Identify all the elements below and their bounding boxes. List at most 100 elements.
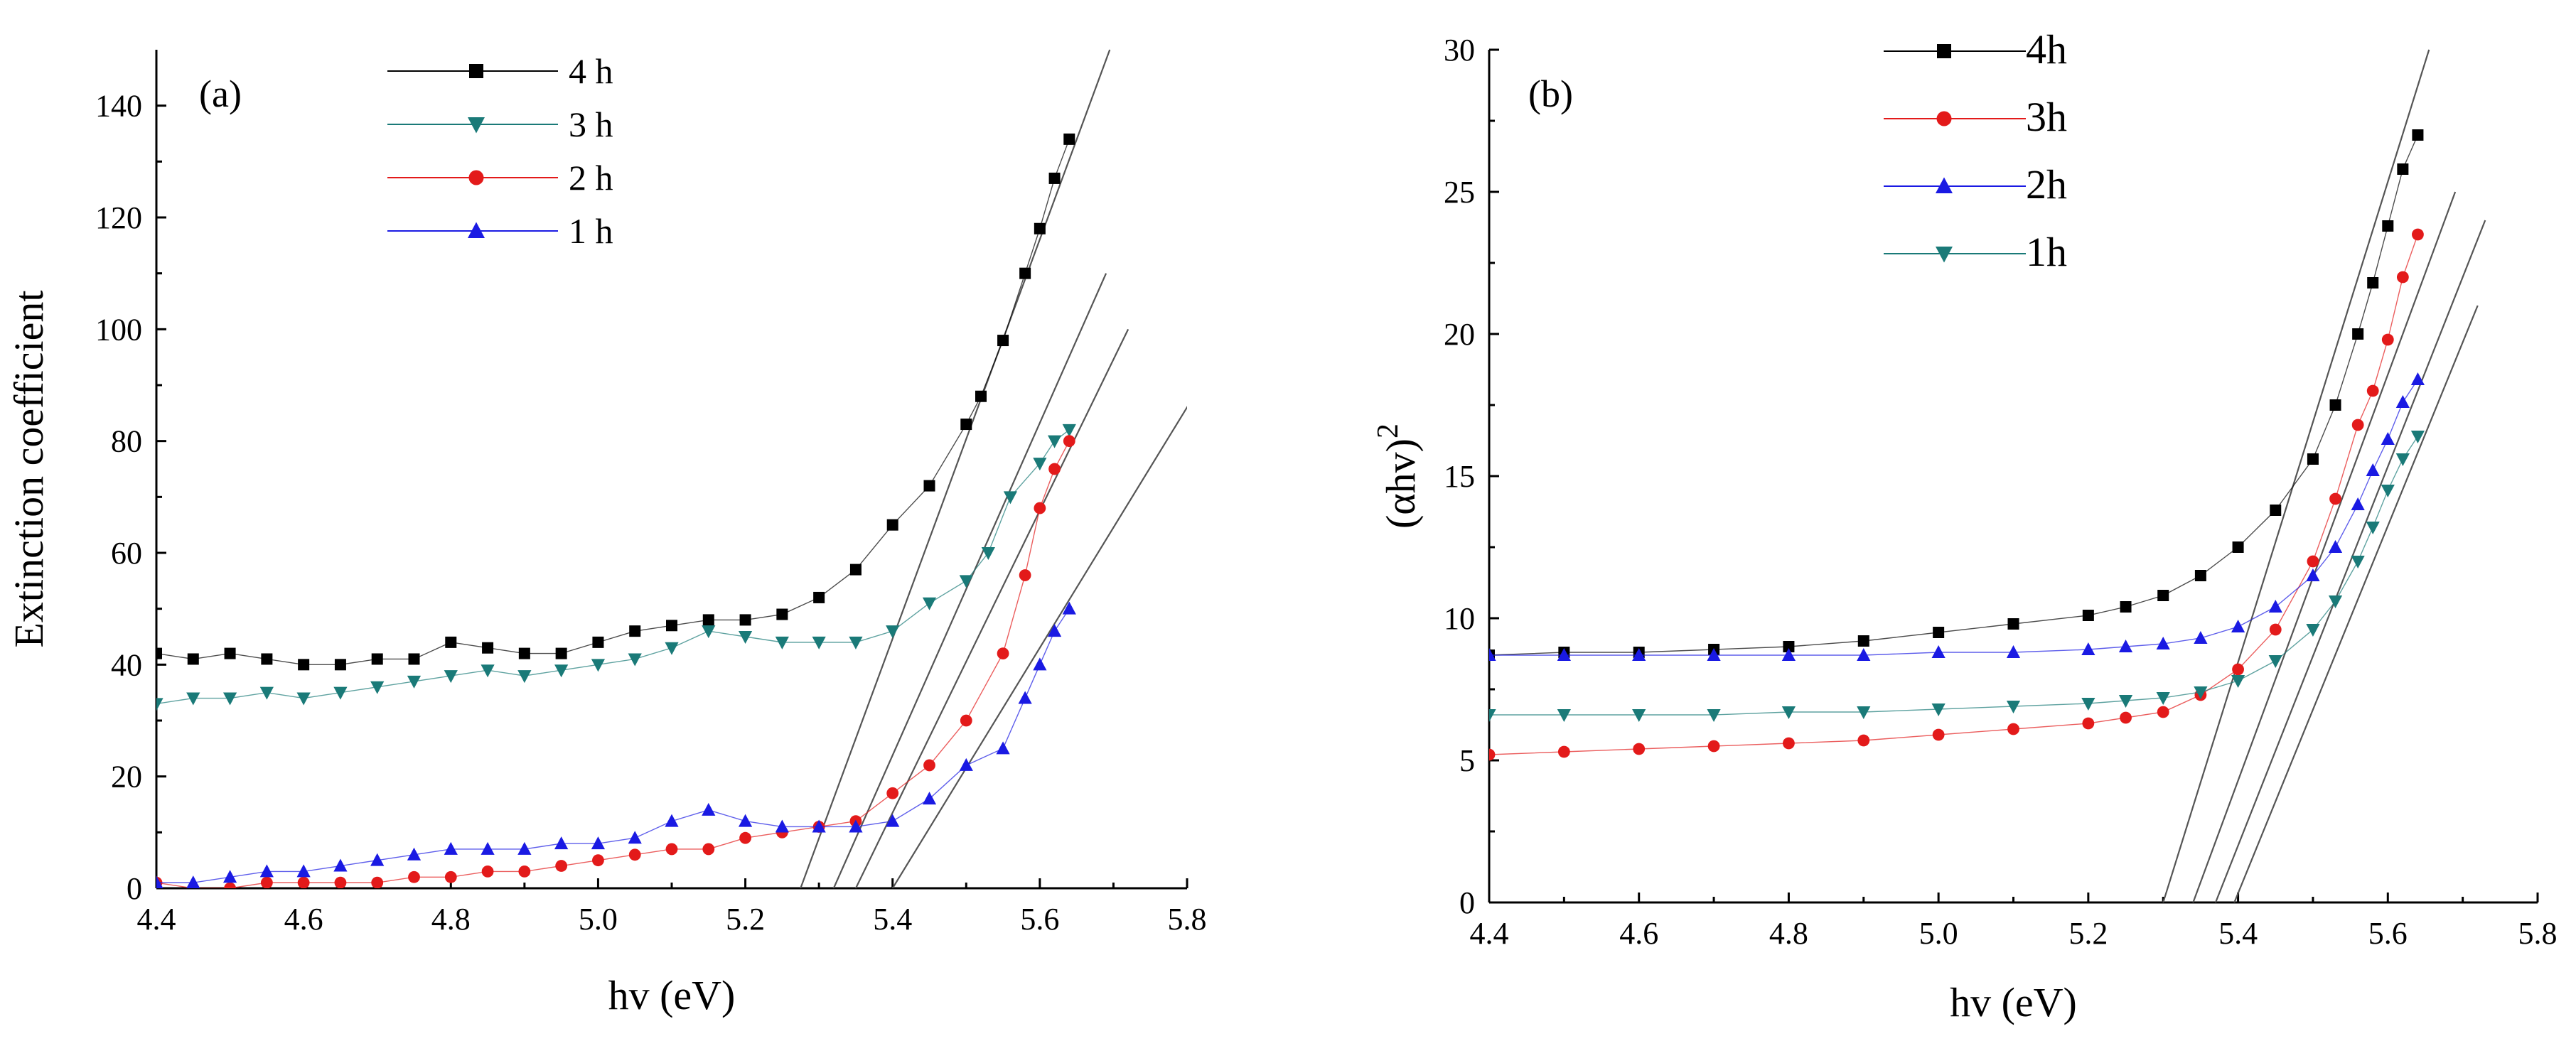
data-point <box>886 814 900 827</box>
data-point <box>666 620 677 632</box>
y-tick-label: 30 <box>1444 33 1475 68</box>
data-point <box>1062 601 1076 615</box>
data-point <box>959 575 973 588</box>
data-point <box>1034 502 1046 514</box>
data-point <box>156 875 163 888</box>
data-point <box>2231 620 2245 632</box>
data-point <box>2382 220 2394 232</box>
data-point <box>960 714 972 727</box>
data-point <box>1063 435 1075 448</box>
data-point <box>298 659 310 671</box>
data-point <box>2269 623 2282 636</box>
x-tick-label: 5.2 <box>2068 916 2108 951</box>
data-point <box>554 664 569 678</box>
y-tick-label: 5 <box>1459 743 1475 778</box>
data-point <box>2268 655 2282 668</box>
data-point <box>222 692 237 706</box>
data-point <box>408 870 420 883</box>
data-point <box>1003 491 1018 505</box>
legend-label: 1h <box>2026 229 2067 275</box>
y-tick-label: 0 <box>1459 885 1475 920</box>
data-point <box>665 642 679 655</box>
data-point <box>1707 709 1721 722</box>
data-point <box>1857 648 1871 661</box>
x-axis-title: hv (eV) <box>1950 979 2077 1025</box>
legend-marker <box>468 170 484 185</box>
data-point <box>187 653 199 665</box>
data-point <box>2366 463 2380 476</box>
data-point <box>186 875 200 888</box>
data-point <box>2410 372 2425 385</box>
data-point <box>2082 717 2095 730</box>
legend: 4 h 3 h 2 h 1 h <box>387 51 613 251</box>
legend-marker <box>468 222 485 238</box>
data-point <box>2381 485 2395 497</box>
x-tick-label: 4.6 <box>284 902 323 937</box>
data-point <box>370 853 385 866</box>
data-point <box>1048 172 1061 184</box>
data-point <box>738 814 753 827</box>
x-tick-label: 4.6 <box>1619 916 1658 951</box>
legend-label: 4h <box>2026 26 2067 72</box>
data-point <box>1489 709 1496 722</box>
legend-label: 1 h <box>569 211 613 251</box>
legend-item: 3 h <box>387 104 613 144</box>
x-tick-label: 5.8 <box>1168 902 1207 937</box>
data-point <box>1857 635 1869 647</box>
data-point <box>739 614 751 626</box>
series-line <box>1489 379 2419 656</box>
x-tick-label: 5.0 <box>1919 916 1958 951</box>
x-tick-label: 4.4 <box>137 902 176 937</box>
data-point <box>1033 657 1047 671</box>
series-3h <box>1489 228 2424 761</box>
series-1h <box>156 601 1076 888</box>
plot-area <box>1489 49 2486 902</box>
data-point <box>1783 641 1795 652</box>
data-point <box>665 814 679 827</box>
data-point <box>1931 703 1946 716</box>
series-1h <box>1489 431 2425 722</box>
data-point <box>628 831 642 844</box>
data-point <box>482 642 494 654</box>
data-point <box>2306 568 2320 581</box>
x-tick-label: 4.4 <box>1470 916 1509 951</box>
data-point <box>2231 675 2245 688</box>
data-point <box>1781 706 1796 719</box>
data-point <box>1557 648 1571 661</box>
legend-label: 2 h <box>569 158 613 198</box>
data-point <box>1047 624 1062 637</box>
data-point <box>260 876 273 888</box>
series-2h <box>156 435 1075 888</box>
data-point <box>2194 570 2206 581</box>
data-point <box>2194 686 2208 699</box>
data-point <box>1783 737 1795 750</box>
fit-line <box>2214 220 2486 902</box>
legend-marker <box>1937 44 1951 58</box>
data-point <box>849 564 862 576</box>
data-point <box>775 636 789 649</box>
data-point <box>370 681 385 694</box>
data-point <box>2367 277 2379 289</box>
x-tick-label: 5.6 <box>2368 916 2408 951</box>
data-point <box>923 480 935 492</box>
data-point <box>1557 745 1570 758</box>
data-point <box>2396 271 2409 284</box>
data-point <box>2395 453 2410 466</box>
data-point <box>2410 431 2425 443</box>
data-point <box>1019 569 1031 581</box>
data-point <box>296 864 311 878</box>
data-point <box>975 390 987 402</box>
y-axis-title-text: Extinction coefficient <box>6 290 52 647</box>
data-point <box>481 664 495 678</box>
y-tick-label: 10 <box>1444 601 1475 636</box>
data-point <box>334 659 346 671</box>
data-point <box>2082 610 2094 621</box>
data-point <box>518 647 530 659</box>
data-point <box>702 625 716 639</box>
data-point <box>591 659 606 672</box>
panel-label: (a) <box>199 72 242 115</box>
data-point <box>629 625 641 637</box>
legend-marker <box>469 64 483 78</box>
data-point <box>261 653 273 665</box>
data-point <box>1033 458 1047 471</box>
